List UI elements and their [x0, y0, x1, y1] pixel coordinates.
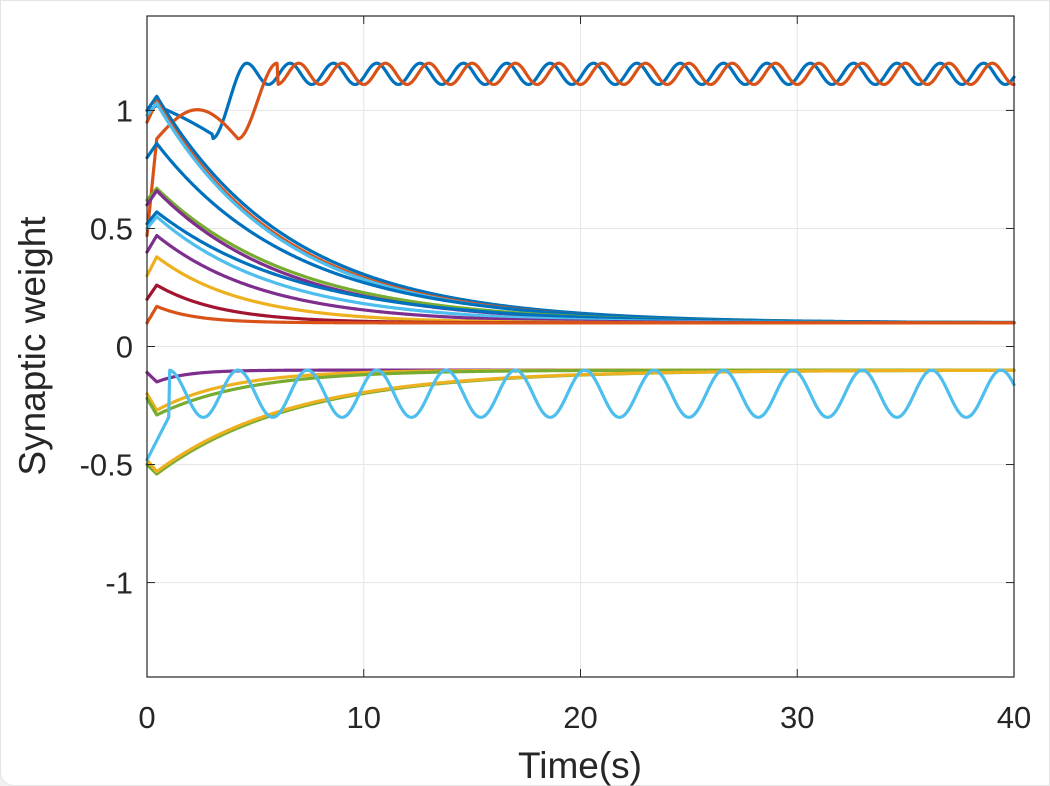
x-tick-label: 0: [138, 700, 155, 735]
x-tick-label: 40: [997, 700, 1031, 735]
series-line-w20: [145, 368, 1016, 462]
y-tick-label: 1: [116, 93, 133, 128]
y-tick-label: -0.5: [80, 448, 133, 483]
x-tick-label: 30: [780, 700, 814, 735]
y-tick-label: 0.5: [90, 211, 133, 246]
axis-ticks: [146, 16, 1015, 677]
x-tick-label: 10: [347, 700, 381, 735]
series-line-w2: [145, 61, 1016, 238]
series-line-w1: [145, 61, 1016, 141]
y-tick-label: -1: [105, 566, 133, 601]
grid: [146, 16, 1015, 677]
series-line-w19: [145, 368, 1016, 474]
x-axis-label: Time(s): [518, 745, 642, 786]
y-tick-label: 0: [116, 330, 133, 365]
tick-labels: 0 10 20 30 40 1 0.5 0 -0.5 -1: [80, 93, 1032, 735]
series-line-w14: [145, 304, 1016, 325]
y-axis-label: Synaptic weight: [12, 216, 53, 476]
series-group: [145, 61, 1016, 476]
x-tick-label: 20: [563, 700, 597, 735]
